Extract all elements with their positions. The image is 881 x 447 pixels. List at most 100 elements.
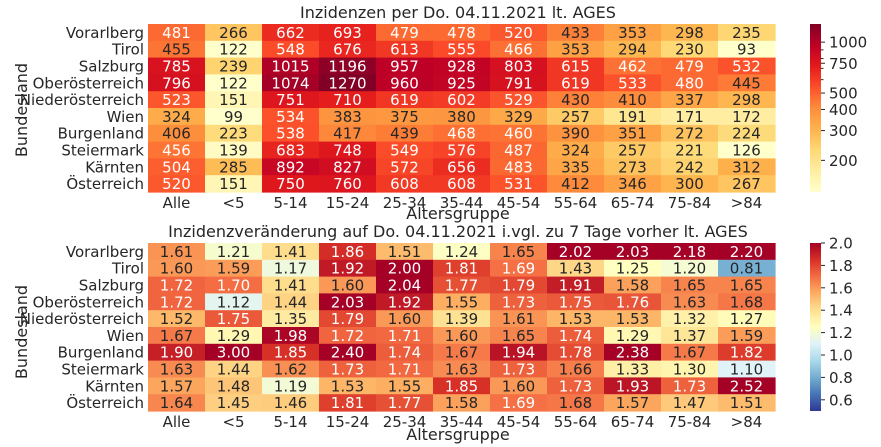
column-label: >84 — [731, 413, 763, 431]
cell-value-label: 1.85 — [445, 377, 478, 395]
column-label: 5-14 — [273, 413, 307, 431]
cell-value-label: 1.32 — [673, 310, 706, 328]
heatmap-cell — [547, 343, 605, 362]
row-label: Vorarlberg — [66, 24, 144, 42]
heatmap-cell — [604, 74, 662, 92]
heatmap-cell — [433, 243, 491, 261]
incidence-heatmap-y-axis-label: Bundesland — [12, 63, 31, 157]
heatmap-cell — [319, 394, 377, 412]
cell-value-label: 1.73 — [673, 377, 706, 395]
heatmap-cell — [661, 108, 719, 126]
heatmap-cell — [604, 276, 662, 294]
heatmap-cell — [490, 175, 548, 193]
heatmap-cell — [319, 141, 377, 159]
row-label: Tirol — [111, 260, 144, 278]
colorbar-tick-label: 500 — [829, 85, 858, 103]
heatmap-cell — [718, 57, 776, 75]
cell-value-label: 151 — [219, 91, 248, 109]
cell-value-label: 481 — [162, 24, 191, 42]
heatmap-cell — [547, 124, 605, 143]
colorbar-tick-label: 1.4 — [829, 302, 853, 320]
cell-value-label: 1.63 — [160, 361, 193, 379]
incidence-heatmap-panel: Inzidenzen per Do. 04.11.2021 lt. AGES 4… — [12, 3, 867, 223]
heatmap-cell — [547, 243, 605, 261]
column-label: 75-84 — [668, 194, 712, 212]
heatmap-cell — [205, 91, 263, 109]
colorbar-tick-label: 750 — [829, 55, 858, 73]
colorbar-tick-label: 300 — [829, 122, 858, 140]
heatmap-cell — [490, 91, 548, 109]
heatmap-cell — [376, 91, 434, 109]
cell-value-label: 1.67 — [445, 344, 478, 362]
cell-value-label: 960 — [390, 74, 419, 92]
heatmap-cell — [205, 259, 263, 278]
heatmap-cell — [262, 343, 320, 362]
cell-value-label: 803 — [504, 58, 533, 76]
heatmap-cell — [262, 360, 320, 378]
cell-value-label: 1.63 — [445, 361, 478, 379]
cell-value-label: 1.73 — [502, 293, 535, 311]
cell-value-label: 1.77 — [445, 277, 478, 295]
heatmap-cell — [718, 141, 776, 159]
heatmap-cell — [262, 124, 320, 143]
column-label: <5 — [222, 413, 244, 431]
cell-value-label: 324 — [561, 142, 590, 160]
cell-value-label: 466 — [504, 41, 533, 59]
heatmap-cell — [205, 141, 263, 159]
cell-value-label: 1.60 — [331, 277, 364, 295]
heatmap-cell — [661, 310, 719, 328]
cell-value-label: 1.73 — [331, 361, 364, 379]
cell-value-label: 312 — [732, 158, 761, 176]
cell-value-label: 1.62 — [274, 361, 307, 379]
cell-value-label: 1.60 — [160, 260, 193, 278]
cell-value-label: 532 — [732, 58, 761, 76]
heatmap-cell — [547, 310, 605, 328]
heatmap-cell — [319, 57, 377, 75]
row-label: Wien — [107, 108, 144, 126]
cell-value-label: 2.00 — [388, 260, 421, 278]
heatmap-cell — [604, 243, 662, 261]
cell-value-label: 1.66 — [559, 361, 592, 379]
cell-value-label: 1.53 — [616, 310, 649, 328]
heatmap-cell — [205, 57, 263, 75]
row-label: Burgenland — [58, 344, 144, 362]
heatmap-cell — [661, 74, 719, 92]
cell-value-label: 693 — [333, 24, 362, 42]
cell-value-label: 615 — [561, 58, 590, 76]
cell-value-label: 1.77 — [388, 394, 421, 412]
heatmap-cell — [604, 327, 662, 345]
heatmap-cell — [604, 377, 662, 395]
heatmap-cell — [661, 91, 719, 109]
cell-value-label: 1.92 — [388, 293, 421, 311]
cell-value-label: 1.92 — [331, 260, 364, 278]
heatmap-cell — [718, 293, 776, 311]
heatmap-cell — [319, 74, 377, 92]
cell-value-label: 294 — [618, 41, 647, 59]
cell-value-label: 1.74 — [559, 327, 592, 345]
cell-value-label: 791 — [504, 74, 533, 92]
heatmap-cell — [718, 175, 776, 193]
column-label: Alle — [163, 194, 191, 212]
heatmap-cell — [547, 91, 605, 109]
cell-value-label: 1.35 — [274, 310, 307, 328]
heatmap-cell — [433, 394, 491, 412]
cell-value-label: 2.03 — [616, 243, 649, 261]
cell-value-label: 1.47 — [673, 394, 706, 412]
heatmap-cell — [148, 141, 206, 159]
cell-value-label: 487 — [504, 142, 533, 160]
heatmap-cell — [718, 243, 776, 261]
heatmap-cell — [205, 108, 263, 126]
heatmap-cell — [433, 108, 491, 126]
cell-value-label: 548 — [276, 41, 305, 59]
heatmap-cell — [205, 24, 263, 42]
cell-value-label: 171 — [675, 108, 704, 126]
cell-value-label: 827 — [333, 158, 362, 176]
heatmap-cell — [433, 158, 491, 176]
heatmap-cell — [262, 377, 320, 395]
heatmap-cell — [148, 40, 206, 59]
heatmap-cell — [718, 343, 776, 362]
cell-value-label: 892 — [276, 158, 305, 176]
heatmap-cell — [148, 74, 206, 92]
cell-value-label: 1.68 — [559, 394, 592, 412]
colorbar-tick-label: 1.0 — [829, 347, 853, 365]
